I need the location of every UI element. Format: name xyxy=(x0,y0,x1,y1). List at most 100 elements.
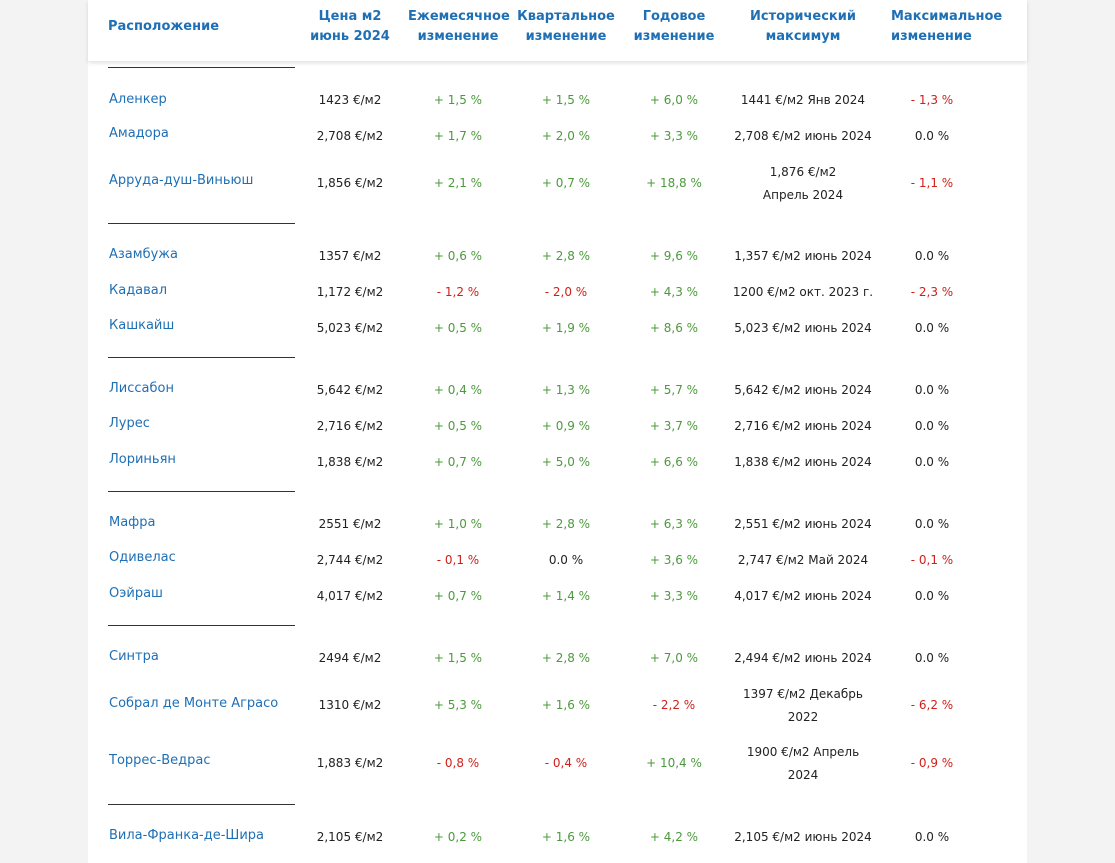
price-cell: 2551 €/м2 xyxy=(318,517,382,531)
yearly-change-cell: + 6,0 % xyxy=(649,93,699,107)
location-link[interactable]: Оэйраш xyxy=(109,586,163,601)
yearly-change-cell: + 3,3 % xyxy=(649,129,699,143)
table-row: Вила-Франка-де-Шира 2,105 €/м2 + 0,2 % +… xyxy=(0,827,1115,847)
location-link[interactable]: Аленкер xyxy=(109,92,167,107)
historic-max-cell: 1441 €/м2 Янв 2024 xyxy=(740,93,866,107)
quarterly-change-cell: + 2,8 % xyxy=(541,249,591,263)
header-yearly-line1: Годовое xyxy=(642,9,706,24)
yearly-change-cell: + 3,6 % xyxy=(649,553,699,567)
group-divider xyxy=(108,357,295,358)
header-maxchg-line2: изменение xyxy=(891,29,972,44)
price-cell: 4,017 €/м2 xyxy=(316,589,384,603)
quarterly-change-cell: - 2,0 % xyxy=(544,285,588,299)
location-link[interactable]: Лурес xyxy=(109,416,150,431)
header-quarterly-line1: Квартальное xyxy=(517,9,615,24)
monthly-change-cell: + 0,5 % xyxy=(433,419,483,433)
group-divider xyxy=(108,67,295,68)
historic-max-cell: 1,357 €/м2 июнь 2024 xyxy=(734,249,872,263)
location-link[interactable]: Вила-Франка-де-Шира xyxy=(109,828,264,843)
yearly-change-cell: + 7,0 % xyxy=(649,651,699,665)
table-row: Кашкайш 5,023 €/м2 + 0,5 % + 1,9 % + 8,6… xyxy=(0,318,1115,338)
historic-max-cell: 2,747 €/м2 Май 2024 xyxy=(737,553,869,567)
location-link[interactable]: Мафра xyxy=(109,515,156,530)
yearly-change-cell: + 18,8 % xyxy=(646,176,702,190)
monthly-change-cell: + 1,0 % xyxy=(433,517,483,531)
historic-max-cell: 2,716 €/м2 июнь 2024 xyxy=(734,419,872,433)
monthly-change-cell: + 1,7 % xyxy=(433,129,483,143)
location-link[interactable]: Кадавал xyxy=(109,283,168,298)
header-price: Цена м2 июнь 2024 xyxy=(300,7,400,47)
location-link[interactable]: Собрал де Монте Аграсо xyxy=(109,696,279,711)
header-historic-line1: Исторический xyxy=(750,9,856,24)
table-row: Собрал де Монте Аграсо 1310 €/м2 + 5,3 %… xyxy=(0,687,1115,724)
monthly-change-cell: - 0,8 % xyxy=(436,756,480,770)
monthly-change-cell: + 0,7 % xyxy=(433,455,483,469)
monthly-change-cell: + 0,5 % xyxy=(433,321,483,335)
location-link[interactable]: Лориньян xyxy=(109,452,176,467)
header-quarterly-line2: изменение xyxy=(525,29,607,44)
monthly-change-cell: + 1,5 % xyxy=(433,651,483,665)
price-cell: 1,883 €/м2 xyxy=(316,756,384,770)
max-change-cell: - 1,1 % xyxy=(910,176,954,190)
yearly-change-cell: + 9,6 % xyxy=(649,249,699,263)
quarterly-change-cell: - 0,4 % xyxy=(544,756,588,770)
quarterly-change-cell: + 1,6 % xyxy=(541,698,591,712)
header-historic-max: Исторический максимум xyxy=(728,7,878,47)
group-divider xyxy=(108,223,295,224)
price-cell: 1,172 €/м2 xyxy=(316,285,384,299)
max-change-cell: 0.0 % xyxy=(914,589,950,603)
header-monthly: Ежемесячное изменение xyxy=(408,7,510,47)
price-cell: 1357 €/м2 xyxy=(318,249,382,263)
quarterly-change-cell: + 1,4 % xyxy=(541,589,591,603)
table-row: Арруда-душ-Виньюш 1,856 €/м2 + 2,1 % + 0… xyxy=(0,165,1115,202)
quarterly-change-cell: 0.0 % xyxy=(548,553,584,567)
max-change-cell: - 6,2 % xyxy=(910,698,954,712)
table-row: Оэйраш 4,017 €/м2 + 0,7 % + 1,4 % + 3,3 … xyxy=(0,586,1115,606)
location-link[interactable]: Кашкайш xyxy=(109,318,175,333)
quarterly-change-cell: + 1,5 % xyxy=(541,93,591,107)
location-link[interactable]: Арруда-душ-Виньюш xyxy=(109,173,254,188)
monthly-change-cell: + 5,3 % xyxy=(433,698,483,712)
historic-max-cell: 1900 €/м2 Апрель 2024 xyxy=(746,745,860,782)
monthly-change-cell: + 0,2 % xyxy=(433,830,483,844)
header-max-change: Максимальное изменение xyxy=(882,7,1021,47)
yearly-change-cell: - 2,2 % xyxy=(652,698,696,712)
max-change-cell: 0.0 % xyxy=(914,383,950,397)
location-link[interactable]: Азамбужа xyxy=(109,247,178,262)
max-change-cell: 0.0 % xyxy=(914,249,950,263)
yearly-change-cell: + 6,6 % xyxy=(649,455,699,469)
header-historic-line2: максимум xyxy=(765,29,841,44)
table-row: Азамбужа 1357 €/м2 + 0,6 % + 2,8 % + 9,6… xyxy=(0,246,1115,266)
quarterly-change-cell: + 1,6 % xyxy=(541,830,591,844)
monthly-change-cell: - 0,1 % xyxy=(436,553,480,567)
monthly-change-cell: - 1,2 % xyxy=(436,285,480,299)
quarterly-change-cell: + 1,3 % xyxy=(541,383,591,397)
max-change-cell: - 0,9 % xyxy=(910,756,954,770)
yearly-change-cell: + 8,6 % xyxy=(649,321,699,335)
monthly-change-cell: + 0,6 % xyxy=(433,249,483,263)
max-change-cell: 0.0 % xyxy=(914,517,950,531)
price-cell: 5,642 €/м2 xyxy=(316,383,384,397)
monthly-change-cell: + 0,7 % xyxy=(433,589,483,603)
header-price-line2: июнь 2024 xyxy=(310,29,390,44)
historic-max-cell: 2,551 €/м2 июнь 2024 xyxy=(734,517,872,531)
max-change-cell: 0.0 % xyxy=(914,455,950,469)
location-link[interactable]: Одивелас xyxy=(109,550,176,565)
group-divider xyxy=(108,804,295,805)
quarterly-change-cell: + 0,9 % xyxy=(541,419,591,433)
location-link[interactable]: Синтра xyxy=(109,649,159,664)
max-change-cell: - 1,3 % xyxy=(910,93,954,107)
header-quarterly: Квартальное изменение xyxy=(516,7,616,47)
location-link[interactable]: Амадора xyxy=(109,126,169,141)
header-yearly: Годовое изменение xyxy=(624,7,724,47)
table-row: Мафра 2551 €/м2 + 1,0 % + 2,8 % + 6,3 % … xyxy=(0,514,1115,534)
table-row: Амадора 2,708 €/м2 + 1,7 % + 2,0 % + 3,3… xyxy=(0,126,1115,146)
location-link[interactable]: Лиссабон xyxy=(109,381,174,396)
price-cell: 1310 €/м2 xyxy=(318,698,382,712)
price-cell: 2,708 €/м2 xyxy=(316,129,384,143)
group-divider xyxy=(108,625,295,626)
yearly-change-cell: + 10,4 % xyxy=(646,756,702,770)
location-link[interactable]: Торрес-Ведрас xyxy=(109,753,211,768)
header-monthly-line2: изменение xyxy=(417,29,499,44)
historic-max-cell: 1,876 €/м2 Апрель 2024 xyxy=(762,165,844,202)
